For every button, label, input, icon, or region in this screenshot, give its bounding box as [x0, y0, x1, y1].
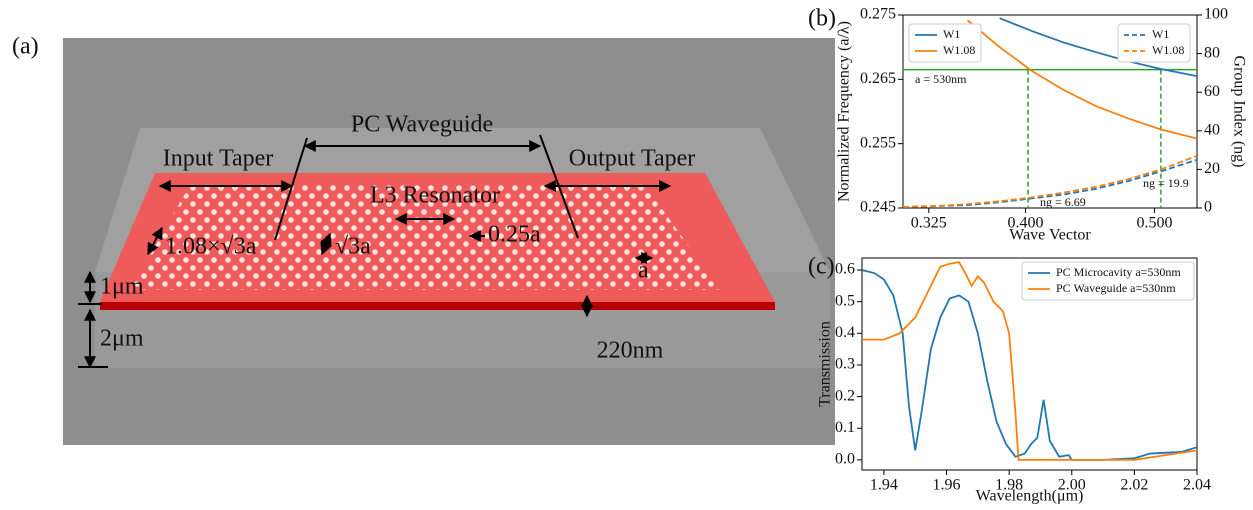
output-taper-label: Output Taper [569, 146, 696, 172]
x-tick-label: 0.500 [1136, 215, 1172, 232]
legend: W1 W1.08 [908, 23, 982, 63]
taper-period-label: 1.08×√3a [165, 234, 257, 260]
hole-lattice [130, 185, 720, 290]
legend-label: PC Waveguide a=530nm [1056, 281, 1176, 295]
y-tick-label: 0.0 [835, 451, 855, 468]
x-tick-label: 0.325 [911, 215, 947, 232]
slab-edge [100, 302, 775, 310]
x-tick-label: 1.96 [933, 477, 961, 494]
chart: (c) 1.94 1.96 1.98 2.00 2.02 2.04 0.0 0.1 0.2 0.3 0… [808, 254, 1211, 505]
x-axis-label: Wavelength(μm) [976, 488, 1084, 505]
y-tick-label: 0.275 [860, 6, 896, 23]
legend-box [1117, 23, 1191, 63]
y-tick-label: 0.255 [860, 134, 896, 151]
y-tick-label: 0.3 [835, 356, 855, 373]
y2-tick-label: 80 [1204, 44, 1220, 61]
legend-label: W1 [943, 27, 960, 41]
y2-tick-label: 0 [1204, 199, 1212, 216]
x-tick-label: 2.00 [1058, 477, 1086, 494]
plot-frame [902, 14, 1198, 209]
legend-box [1021, 261, 1195, 301]
line-series [903, 155, 1197, 208]
x-tick-label: 2.04 [1183, 477, 1211, 494]
period-label: √3a [335, 234, 371, 260]
x-tick-label: 1.94 [870, 477, 898, 494]
y-tick-label: 0.245 [860, 199, 896, 216]
x-axis-label: Wave Vector [1009, 227, 1091, 244]
y2-tick-label: 40 [1204, 121, 1220, 138]
annotation: ng = 19.9 [1143, 176, 1189, 190]
shift-label: 0.25a [488, 222, 541, 248]
device-schematic: (a) PC Waveguide Input Taper Output Tape… [12, 34, 835, 445]
y2-tick-label: 100 [1204, 6, 1228, 23]
panel-label: (a) [12, 34, 39, 60]
x-tick-label: 0.400 [1008, 215, 1044, 232]
y-tick-label: 0.1 [835, 419, 855, 436]
legend: W1 W1.08 [1117, 23, 1191, 63]
y-tick-label: 0.6 [835, 261, 855, 278]
legend-box [908, 23, 982, 63]
panel-label: (c) [808, 254, 835, 280]
y2-tick-label: 60 [1204, 83, 1220, 100]
x-tick-label: 2.02 [1120, 477, 1148, 494]
plot-area [862, 261, 1197, 461]
plot-area [903, 17, 1197, 208]
upper-cladding-label: 1μm [100, 274, 144, 300]
y-tick-label: 0.265 [860, 70, 896, 87]
plot-frame [861, 257, 1198, 471]
panel-label: (b) [808, 6, 836, 32]
waveguide-label: PC Waveguide [351, 112, 493, 138]
x-tick-label: 1.98 [995, 477, 1023, 494]
line-series [862, 261, 1197, 461]
legend-label: PC Microcavity a=530nm [1056, 265, 1181, 279]
y-axis-label: Normalized Frequency (a/λ) [836, 21, 853, 202]
y2-axis-label: Group Index (ng) [1230, 56, 1247, 168]
annotation: a = 530nm [915, 72, 967, 86]
y-tick-label: 0.4 [835, 324, 855, 341]
input-taper-label: Input Taper [163, 146, 274, 172]
resonator-label: L3 Resonator [370, 183, 500, 209]
y-axis-label: Transmission [817, 321, 834, 407]
chart: (b) 0.325 0.400 0.500 0.245 0.255 0.265 0.275 0 2… [808, 6, 1247, 244]
y-tick-label: 0.2 [835, 387, 855, 404]
y2-tick-label: 20 [1204, 160, 1220, 177]
legend-label: W1 [1152, 27, 1169, 41]
line-series [999, 17, 1197, 78]
legend-label: W1.08 [1152, 43, 1184, 57]
line-series [966, 19, 1197, 140]
lower-cladding-label: 2μm [100, 326, 144, 352]
annotation: ng = 6.69 [1040, 195, 1086, 209]
legend-label: W1.08 [943, 43, 975, 57]
y-tick-label: 0.5 [835, 292, 855, 309]
thickness-label: 220nm [597, 338, 664, 364]
lattice-label: a [638, 258, 649, 284]
legend: PC Microcavity a=530nm PC Waveguide a=530… [1021, 261, 1195, 301]
annotation-lines [78, 134, 672, 369]
